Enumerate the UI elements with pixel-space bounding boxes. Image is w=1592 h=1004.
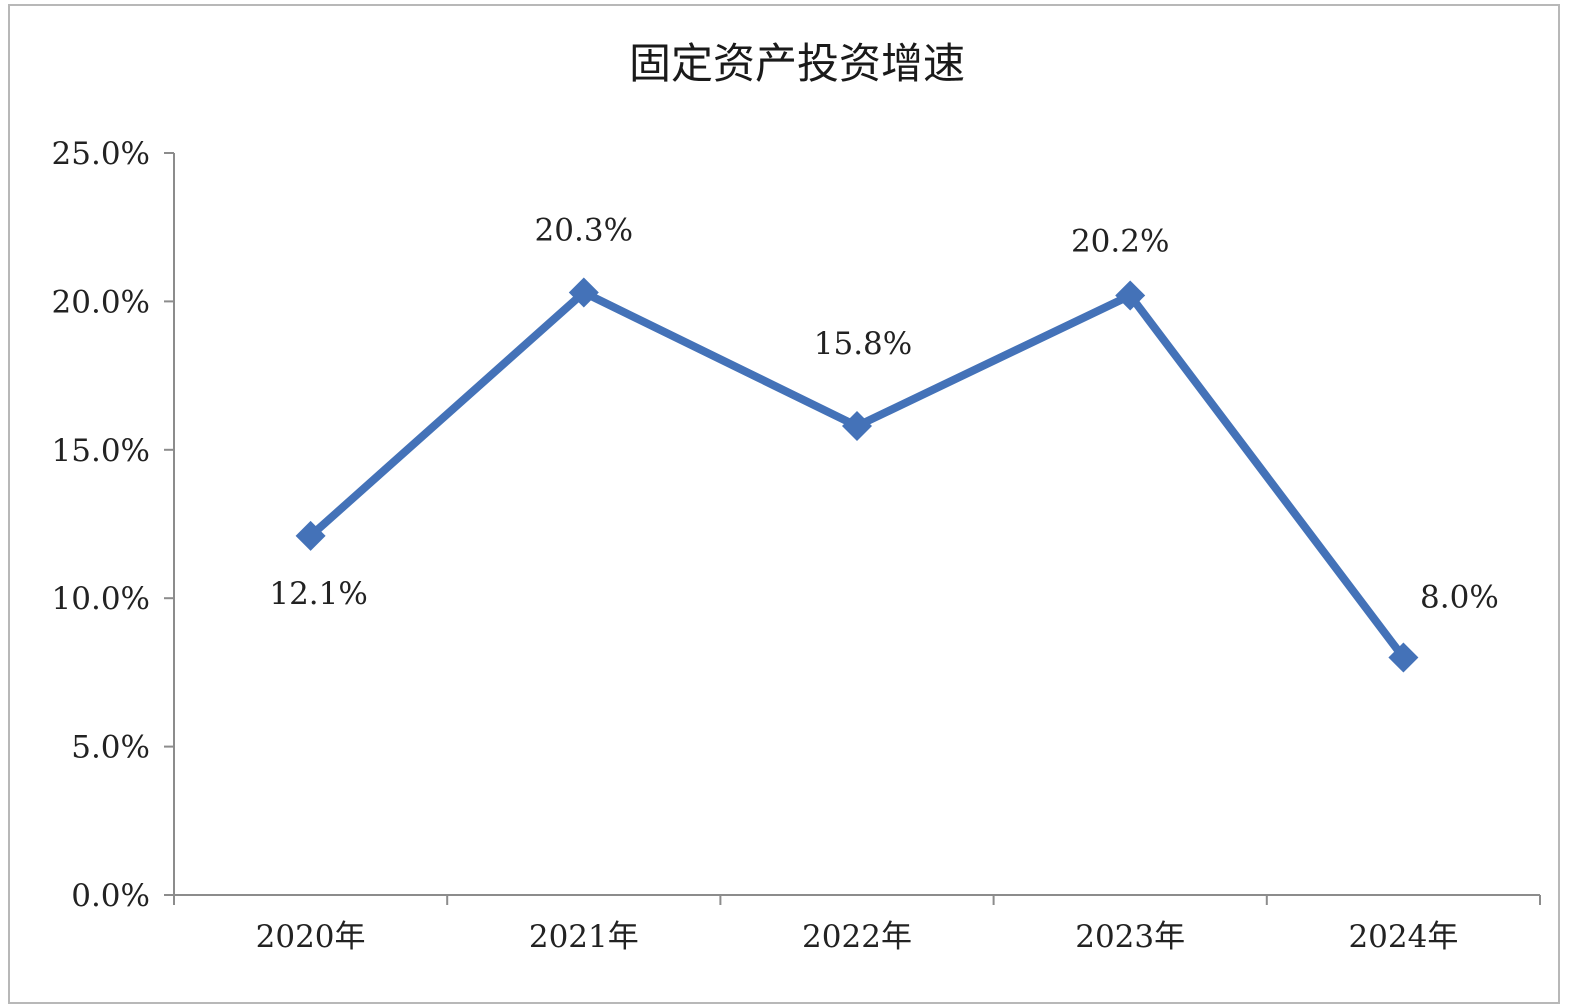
y-tick-label: 15.0% [52,433,150,469]
y-axis-labels: 0.0% 5.0% 10.0% 15.0% 20.0% 25.0% [52,136,150,914]
series-markers [295,277,1419,673]
x-tick-label: 2021年 [529,919,639,955]
data-label: 20.2% [1071,223,1169,259]
x-tick-label: 2022年 [802,919,912,955]
x-tick-label: 2024年 [1348,919,1458,955]
chart-frame [8,4,1560,1004]
x-axis-labels: 2020年 2021年 2022年 2023年 2024年 [256,919,1459,955]
y-tick-label: 25.0% [52,136,150,172]
data-label: 15.8% [814,326,912,362]
data-label: 12.1% [269,576,367,612]
data-point-marker [1115,280,1146,311]
data-label: 20.3% [535,212,633,248]
y-tick-label: 0.0% [71,878,150,914]
data-point-marker [842,411,872,442]
data-point-marker [1388,642,1419,673]
y-tick-label: 10.0% [52,581,150,617]
x-tick-label: 2023年 [1075,919,1185,955]
chart-axes [164,152,1541,905]
y-tick-label: 5.0% [71,730,150,766]
x-tick-label: 2020年 [256,919,366,955]
data-labels: 12.1% 20.3% 15.8% 20.2% 8.0% [269,212,1498,615]
chart-title: 固定资产投资增速 [629,39,965,88]
data-label: 8.0% [1420,580,1499,616]
y-tick-label: 20.0% [52,284,150,320]
data-point-marker [295,520,326,551]
data-point-marker [568,277,599,308]
